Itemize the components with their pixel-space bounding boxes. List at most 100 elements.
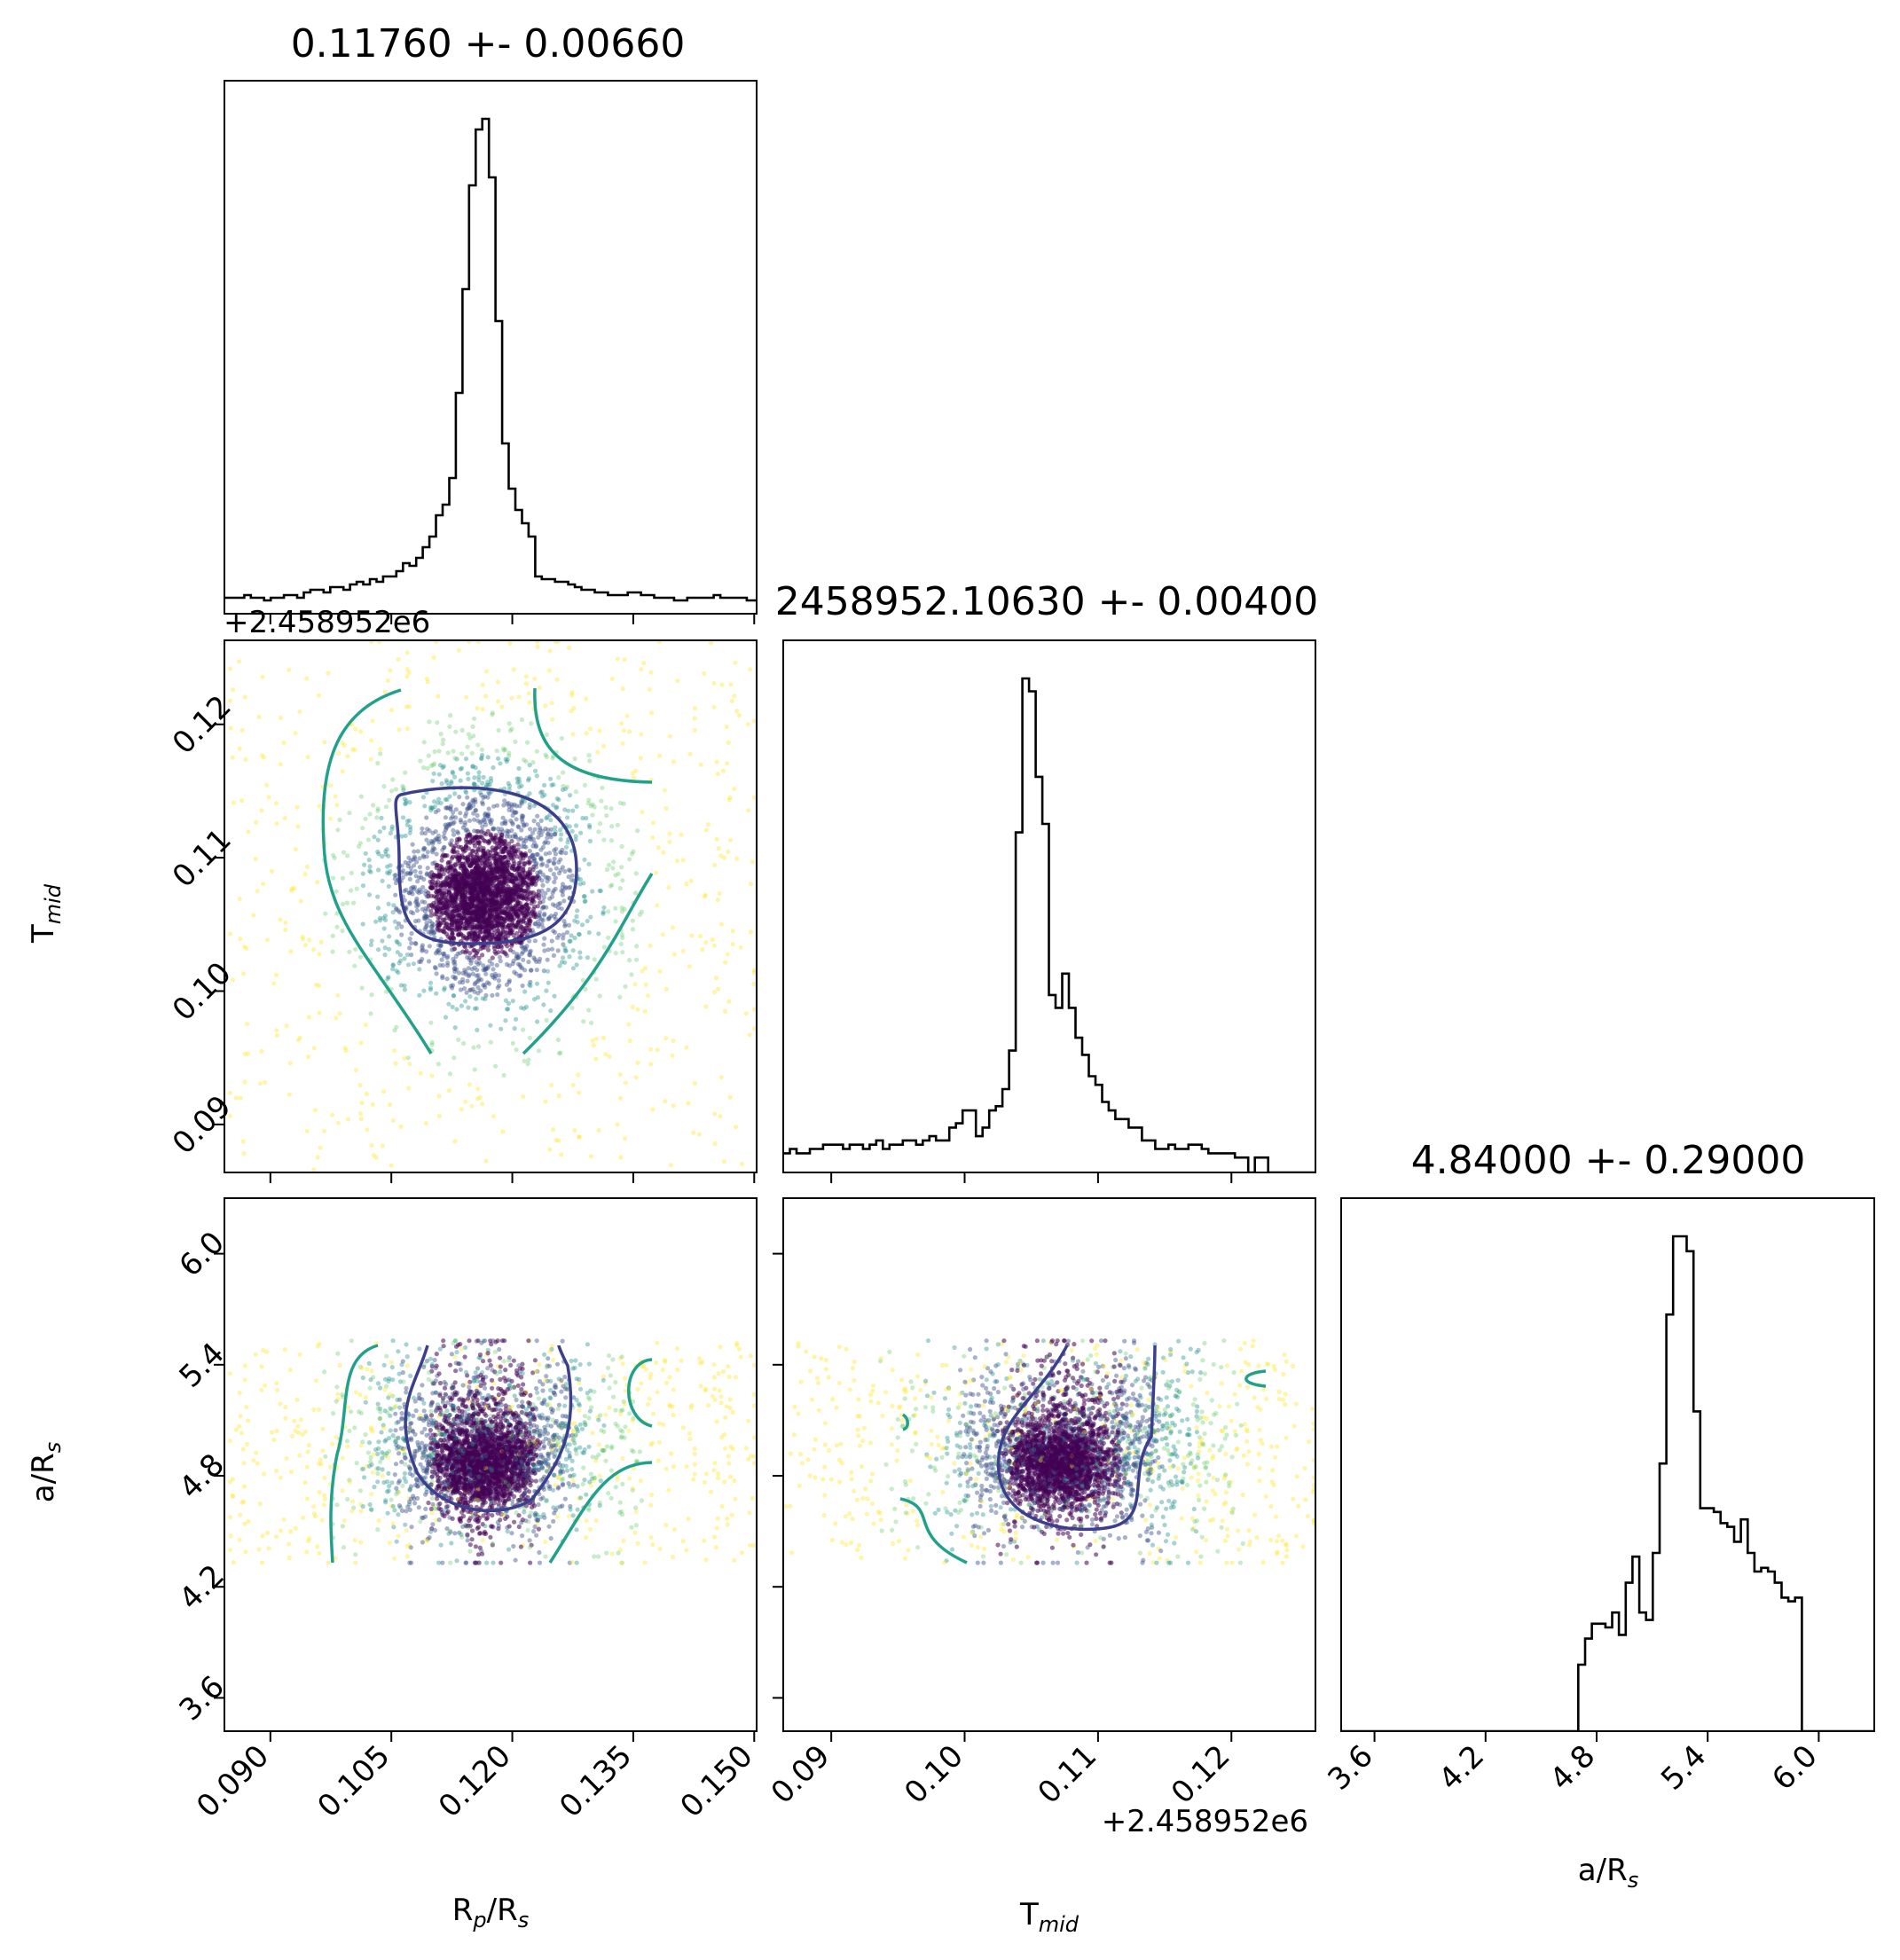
scatter-point (500, 863, 506, 868)
scatter-point (440, 974, 445, 979)
scatter-point (428, 1427, 433, 1433)
scatter-point (450, 930, 455, 936)
scatter-point (371, 1153, 376, 1158)
scatter-point (491, 764, 496, 771)
scatter-point (686, 1101, 691, 1106)
scatter-point (551, 872, 557, 877)
scatter-point (420, 853, 426, 858)
scatter-point (382, 689, 388, 694)
scatter-point (402, 983, 407, 988)
scatter-point (485, 755, 491, 760)
scatter-point (532, 921, 538, 927)
scatter-point (451, 960, 457, 965)
scatter-point (473, 980, 478, 985)
scatter-point (431, 771, 436, 776)
scatter-point (466, 732, 472, 737)
scatter-point (622, 1376, 628, 1381)
scatter-point (715, 1516, 720, 1521)
scatter-point (450, 854, 456, 859)
scatter-point (581, 894, 587, 899)
scatter-point (421, 845, 427, 851)
scatter-point (551, 953, 557, 958)
scatter-point (231, 800, 236, 805)
scatter-point (702, 1479, 708, 1485)
scatter-point (460, 976, 466, 982)
scatter-point (570, 1082, 576, 1087)
scatter-point (722, 855, 727, 860)
scatter-point (392, 1508, 397, 1513)
scatter-point (337, 817, 342, 823)
scatter-point (526, 960, 531, 965)
scatter-point (428, 913, 434, 918)
scatter-point (534, 1533, 539, 1538)
scatter-point (471, 733, 476, 739)
scatter-point (538, 956, 543, 961)
scatter-point (522, 968, 528, 973)
scatter-point (559, 1152, 564, 1157)
scatter-point (630, 1418, 635, 1423)
scatter-point (533, 768, 538, 773)
scatter-point (397, 910, 403, 915)
scatter-point (503, 819, 508, 824)
scatter-point (440, 962, 445, 968)
scatter-point (703, 1557, 709, 1563)
scatter-point (402, 889, 407, 894)
scatter-point (263, 1079, 268, 1085)
scatter-point (559, 735, 565, 741)
scatter-point (586, 797, 592, 803)
scatter-point (436, 772, 442, 777)
scatter-point (597, 1413, 603, 1418)
scatter-point (459, 921, 464, 926)
scatter-point (512, 1026, 517, 1031)
scatter-point (620, 878, 625, 883)
scatter-point (420, 906, 425, 912)
scatter-point (375, 806, 381, 811)
scatter-point (448, 984, 454, 989)
scatter-point (424, 949, 429, 954)
scatter-point (448, 804, 453, 809)
scatter-point (523, 674, 530, 679)
scatter-point (719, 682, 725, 687)
scatter-point (656, 1439, 662, 1445)
scatter-point (436, 796, 442, 802)
scatter-point (450, 769, 455, 774)
scatter-point (452, 890, 458, 897)
scatter-point (451, 820, 456, 827)
scatter-point (349, 747, 356, 752)
scatter-point (553, 829, 558, 835)
scatter-point (239, 727, 245, 733)
scatter-point (703, 892, 708, 898)
scatter-point (751, 968, 757, 973)
scatter-point (582, 1478, 587, 1483)
scatter-point (692, 727, 697, 733)
scatter-point (444, 898, 450, 903)
scatter-point (476, 770, 482, 775)
scatter-point (445, 750, 451, 756)
scatter-point (458, 817, 463, 823)
scatter-point (540, 844, 546, 851)
scatter-point (429, 805, 435, 811)
scatter-point (358, 729, 364, 734)
scatter-point (462, 866, 467, 871)
scatter-point (530, 843, 536, 849)
scatter-point (522, 989, 528, 994)
scatter-point (604, 866, 610, 873)
scatter-point (620, 686, 625, 692)
scatter-point (404, 704, 409, 710)
scatter-point (546, 887, 551, 893)
scatter-point (596, 829, 601, 835)
scatter-point (471, 879, 476, 884)
scatter-point (476, 976, 482, 982)
scatter-point (487, 853, 492, 858)
scatter-point (522, 945, 528, 950)
scatter-point (591, 1043, 596, 1048)
scatter-point (531, 819, 537, 824)
scatter-point (239, 1431, 245, 1436)
scatter-point (577, 1134, 582, 1140)
scatter-point (417, 959, 422, 964)
scatter-point (491, 827, 496, 832)
scatter-point (440, 866, 445, 872)
scatter-point (748, 882, 754, 887)
scatter-point (450, 983, 456, 988)
